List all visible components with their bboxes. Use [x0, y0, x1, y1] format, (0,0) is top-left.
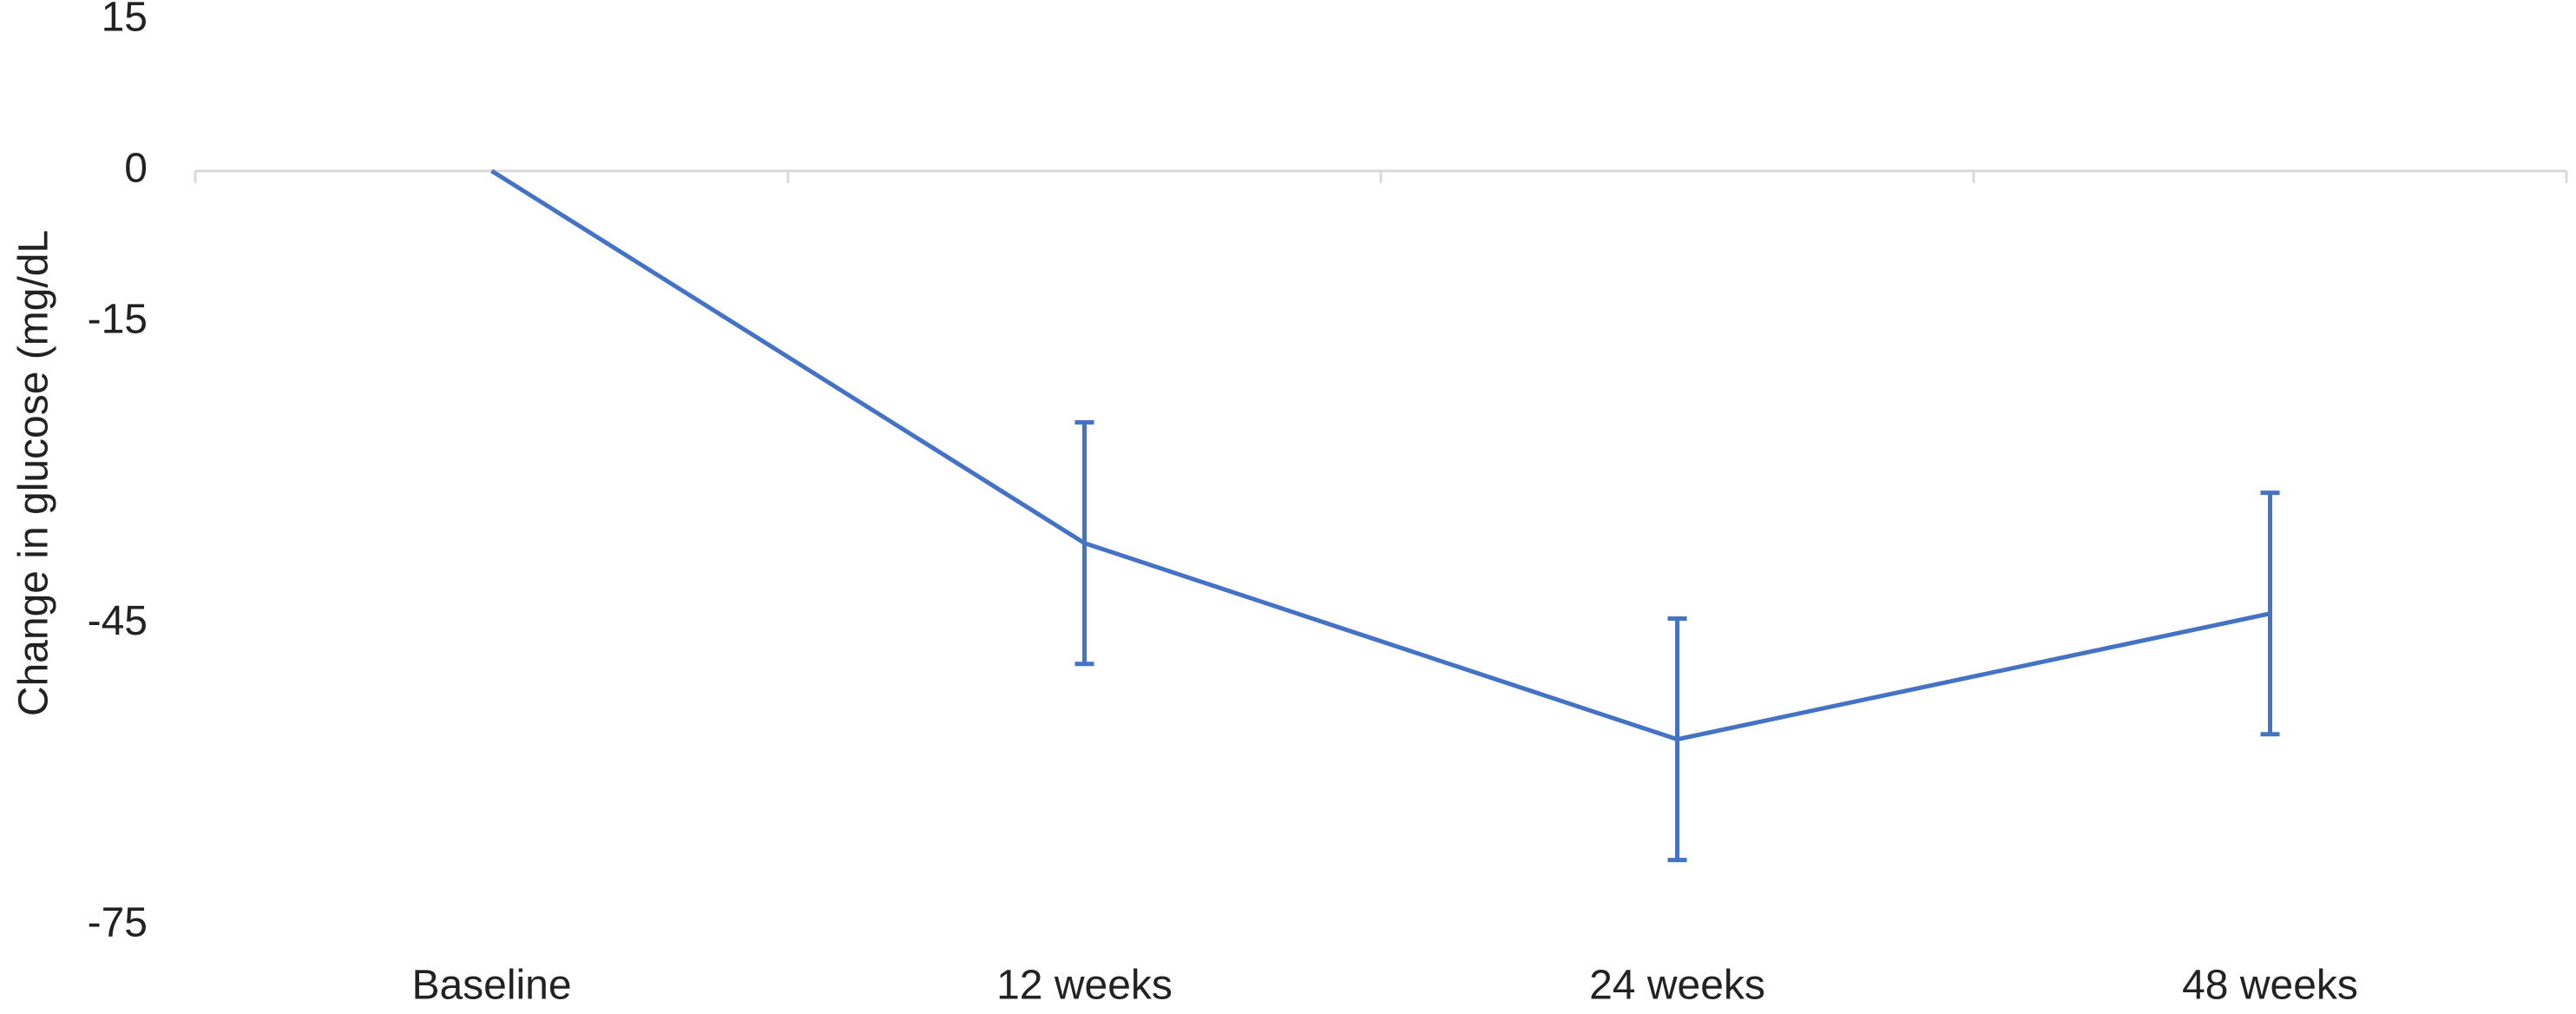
error-bar	[1074, 420, 1094, 667]
y-axis-label: Change in glucose (mg/dL	[11, 230, 57, 716]
x-tick-label: 48 weeks	[2182, 963, 2358, 1009]
x-tick-label: Baseline	[411, 963, 571, 1009]
y-tick-label: 15	[102, 0, 148, 41]
y-tick-label: -75	[88, 900, 148, 946]
y-tick-label: 0	[124, 146, 148, 192]
x-tick-label: 24 weeks	[1589, 963, 1765, 1009]
data-line	[490, 168, 2271, 742]
x-tick-label: 12 weeks	[996, 963, 1173, 1009]
error-bar	[1667, 616, 1687, 863]
y-tick-label: -45	[88, 598, 148, 644]
y-tick-label: -15	[88, 296, 148, 342]
error-bar	[2260, 491, 2280, 737]
